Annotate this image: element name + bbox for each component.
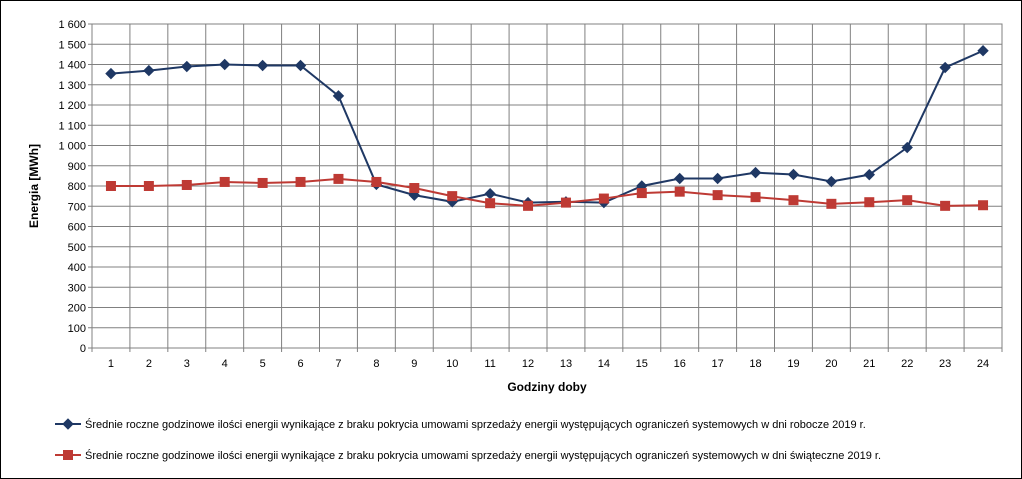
legend-label: Średnie roczne godzinowe ilości energii … [85, 418, 866, 431]
data-point [294, 59, 307, 72]
data-point [863, 168, 875, 181]
x-tick-label: 21 [863, 358, 875, 370]
data-point [257, 177, 268, 188]
y-tick-label: 1 200 [58, 100, 86, 112]
x-tick-label: 24 [977, 358, 989, 370]
y-tick-label: 1 500 [58, 39, 86, 51]
data-point [636, 188, 647, 199]
x-tick-label: 9 [411, 358, 417, 370]
data-point [143, 181, 154, 191]
data-point [105, 181, 116, 191]
x-tick-label: 14 [598, 358, 610, 370]
y-tick-label: 900 [68, 161, 86, 173]
data-point [902, 195, 913, 206]
x-tick-label: 19 [787, 358, 799, 370]
y-tick-label: 600 [68, 222, 86, 234]
data-point [978, 200, 989, 211]
data-point [825, 175, 838, 188]
data-point [523, 200, 534, 211]
series-line [110, 177, 984, 207]
legend: Średnie roczne godzinowe ilości energii … [55, 418, 881, 462]
data-point [674, 172, 686, 185]
y-tick-label: 1 100 [58, 120, 86, 132]
legend-marker [63, 450, 73, 460]
legend-item: Średnie roczne godzinowe ilości energii … [55, 449, 881, 462]
x-tick-label: 4 [222, 358, 228, 370]
series-line [110, 49, 984, 204]
y-axis-tick-labels: 0 100 200 300 400 500 600 700 800 900 1 000 1 100 1 … [58, 19, 86, 355]
data-point [750, 192, 761, 203]
gridlines-x [91, 24, 1003, 352]
x-tick-label: 6 [297, 358, 303, 370]
y-tick-label: 800 [68, 181, 86, 193]
x-tick-label: 22 [901, 358, 913, 370]
x-axis-title: Godziny doby [507, 380, 587, 394]
data-point [560, 197, 571, 208]
data-point [409, 183, 420, 194]
data-point [901, 141, 913, 154]
data-point [256, 59, 269, 72]
y-tick-label: 100 [68, 323, 86, 335]
x-tick-label: 17 [712, 358, 724, 370]
data-point [598, 193, 609, 204]
y-tick-label: 500 [68, 242, 86, 254]
x-tick-label: 8 [373, 358, 379, 370]
y-tick-label: 1 000 [58, 141, 86, 153]
data-point [864, 197, 875, 208]
data-point [826, 198, 837, 209]
data-point [711, 172, 724, 185]
data-point [977, 45, 989, 57]
y-axis-title: Energia [MWh] [27, 144, 41, 228]
data-point [712, 190, 723, 201]
data-point [181, 179, 192, 190]
x-tick-label: 20 [825, 358, 837, 370]
data-point [674, 186, 685, 197]
x-tick-label: 13 [560, 358, 572, 370]
y-tick-label: 200 [68, 303, 86, 315]
y-tick-label: 700 [68, 201, 86, 213]
data-point [219, 58, 231, 71]
data-point [447, 191, 458, 202]
x-tick-label: 10 [446, 358, 458, 370]
y-tick-label: 400 [68, 262, 86, 274]
y-tick-label: 300 [68, 282, 86, 294]
x-axis-tick-labels: 1 2 3 4 5 6 7 8 9 10 11 12 13 14 15 16 17 18 19 20 21 22 23 24 [108, 358, 989, 370]
data-point [788, 195, 799, 206]
data-point [940, 200, 951, 211]
legend-label: Średnie roczne godzinowe ilości energii … [85, 449, 881, 462]
data-point [371, 176, 382, 187]
series-layer [105, 45, 989, 211]
data-point [295, 176, 306, 187]
x-tick-label: 2 [146, 358, 152, 370]
data-point [143, 64, 155, 77]
x-tick-label: 18 [749, 358, 761, 370]
legend-item: Średnie roczne godzinowe ilości energii … [55, 418, 866, 431]
x-tick-label: 23 [939, 358, 951, 370]
y-tick-label: 0 [80, 343, 86, 355]
x-tick-label: 12 [522, 358, 534, 370]
y-tick-label: 1 600 [58, 19, 86, 31]
y-tick-label: 1 400 [58, 60, 86, 72]
x-tick-label: 5 [260, 358, 266, 370]
y-tick-label: 1 300 [58, 80, 86, 92]
x-tick-label: 7 [335, 358, 341, 370]
data-point [787, 168, 800, 181]
series-2 [105, 173, 989, 211]
x-tick-label: 1 [108, 358, 114, 370]
data-point [333, 173, 344, 184]
data-point [939, 61, 951, 74]
data-point [749, 166, 762, 179]
x-tick-label: 15 [636, 358, 648, 370]
x-tick-label: 11 [484, 358, 495, 370]
x-tick-label: 16 [674, 358, 686, 370]
data-point [181, 60, 193, 73]
data-point [332, 90, 345, 102]
data-point [105, 67, 117, 80]
data-point [485, 198, 496, 209]
x-tick-label: 3 [184, 358, 190, 370]
data-point [219, 176, 230, 187]
legend-marker [62, 418, 74, 430]
